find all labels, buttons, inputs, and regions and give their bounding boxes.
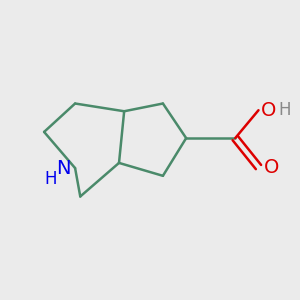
Text: O: O — [264, 158, 279, 176]
Text: H: H — [44, 170, 57, 188]
Text: N: N — [56, 159, 71, 178]
Text: H: H — [278, 101, 291, 119]
Text: O: O — [261, 101, 276, 120]
